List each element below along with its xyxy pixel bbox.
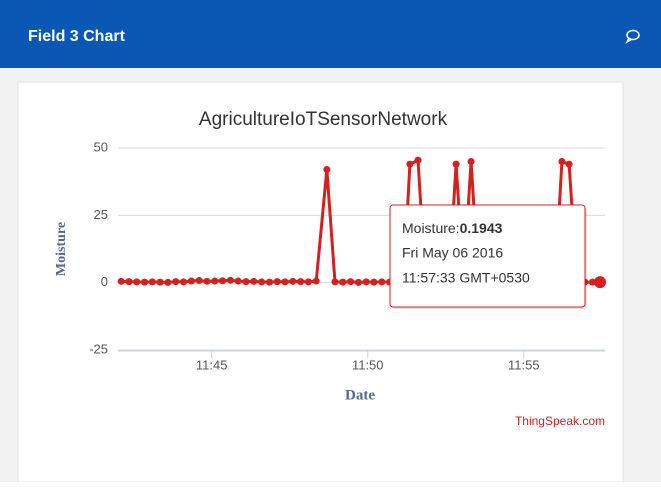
data-point <box>164 278 172 286</box>
y-axis-label: Moisture <box>54 222 69 276</box>
data-point <box>265 278 273 286</box>
tooltip-date: Fri May 06 2016 <box>402 245 503 261</box>
data-point <box>211 277 219 285</box>
tooltip-time: 11:57:33 GMT+0530 <box>402 270 530 286</box>
data-point <box>226 276 234 284</box>
x-tick-label: 11:50 <box>352 357 384 372</box>
data-point <box>281 278 289 286</box>
comment-bubble <box>626 29 640 41</box>
data-point <box>180 278 188 286</box>
data-point <box>172 278 180 286</box>
data-point <box>354 278 362 286</box>
x-axis-label: Date <box>345 387 375 403</box>
data-point <box>273 278 281 286</box>
data-point <box>331 278 339 286</box>
tooltip: Moisture:0.1943 Fri May 06 2016 11:57:33… <box>389 204 587 309</box>
data-point <box>258 278 266 286</box>
data-point <box>594 276 607 289</box>
comment-tail <box>625 37 633 44</box>
chart-title: AgricultureIoTSensorNetwork <box>199 109 448 130</box>
data-point <box>242 278 250 286</box>
tooltip-label: Moisture: <box>402 220 460 236</box>
data-point <box>141 278 149 286</box>
data-point <box>378 278 386 286</box>
data-point <box>565 160 573 168</box>
data-point <box>250 277 258 285</box>
data-point <box>304 278 312 286</box>
y-tick-label: -25 <box>89 341 108 356</box>
data-point <box>148 278 156 286</box>
tooltip-value: 0.1943 <box>460 220 503 236</box>
y-tick-label: 0 <box>101 274 108 289</box>
x-tick-label: 11:55 <box>508 357 540 372</box>
y-tick-label: 25 <box>94 207 108 222</box>
data-point <box>323 166 331 174</box>
header-title: Field 3 Chart <box>28 28 126 45</box>
data-point <box>297 278 305 286</box>
data-point <box>203 277 211 285</box>
tooltip-box <box>389 204 586 308</box>
data-point <box>117 277 125 285</box>
data-point <box>362 278 370 286</box>
data-point <box>187 277 195 285</box>
data-point <box>406 160 414 168</box>
data-point <box>339 278 347 286</box>
data-point <box>347 278 355 286</box>
data-point <box>370 278 378 286</box>
data-point <box>414 156 422 164</box>
credit[interactable]: ThingSpeak.com <box>515 414 605 428</box>
comment-icon[interactable] <box>625 29 640 44</box>
data-point <box>289 277 297 285</box>
data-point <box>219 277 227 285</box>
data-point <box>195 277 203 285</box>
data-point <box>312 277 320 285</box>
data-point <box>467 157 475 165</box>
tooltip-line: Moisture:0.1943 <box>402 220 503 236</box>
y-tick-label: 50 <box>94 139 108 154</box>
data-point <box>234 277 242 285</box>
header-bar <box>0 0 661 68</box>
data-point <box>452 160 460 168</box>
data-point <box>558 157 566 165</box>
x-tick-label: 11:45 <box>196 357 228 372</box>
data-point <box>156 278 164 286</box>
data-point <box>133 278 141 286</box>
data-point <box>125 278 133 286</box>
